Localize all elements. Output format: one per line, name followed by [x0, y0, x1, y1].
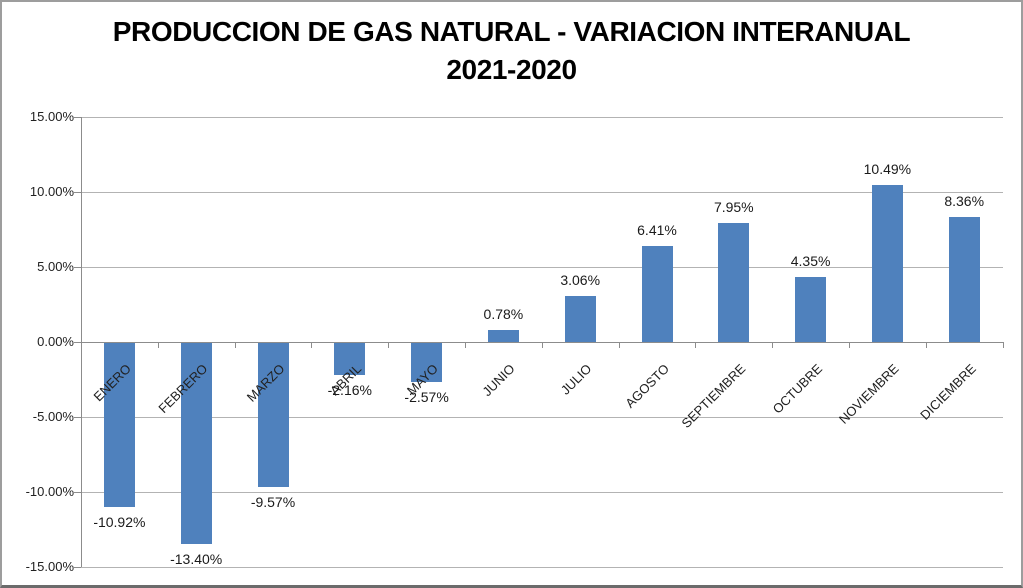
- chart-title-line1: PRODUCCION DE GAS NATURAL - VARIACION IN…: [112, 16, 911, 47]
- y-tick-mark: [74, 342, 81, 343]
- value-label: 7.95%: [713, 198, 754, 215]
- x-tick-mark: [695, 342, 697, 348]
- bar: [871, 184, 903, 342]
- bar: [718, 222, 750, 342]
- category-label: AGOSTO: [621, 361, 672, 411]
- y-tick-mark: [74, 492, 81, 493]
- value-label: 3.06%: [560, 272, 601, 289]
- y-tick-label: 15.00%: [29, 109, 74, 124]
- y-tick-mark: [74, 192, 81, 193]
- x-tick-mark: [465, 342, 466, 348]
- gridline: [81, 192, 1003, 193]
- chart-title: PRODUCCION DE GAS NATURAL - VARIACION IN…: [0, 13, 1023, 89]
- x-tick-mark: [157, 342, 159, 348]
- gridline: [81, 567, 1003, 568]
- y-tick-label: 10.00%: [29, 184, 74, 199]
- value-label: -10.92%: [93, 513, 146, 530]
- value-label: 0.78%: [483, 306, 524, 323]
- x-tick-mark: [849, 342, 850, 348]
- x-tick-mark: [234, 342, 236, 348]
- y-tick-mark: [74, 567, 81, 568]
- category-label: OCTUBRE: [769, 361, 826, 417]
- x-tick-mark: [1002, 342, 1004, 348]
- x-tick-mark: [925, 342, 927, 348]
- category-label: SEPTIEMBRE: [678, 361, 749, 431]
- gridline: [81, 492, 1003, 493]
- y-tick-mark: [74, 117, 81, 118]
- value-label: 4.35%: [790, 252, 831, 269]
- gridline: [81, 417, 1003, 418]
- bar: [257, 343, 289, 487]
- bar: [795, 276, 827, 342]
- x-tick-mark: [81, 342, 82, 348]
- x-tick-mark: [311, 342, 313, 348]
- bar: [487, 330, 519, 342]
- value-label: 10.49%: [863, 160, 912, 177]
- bar: [103, 343, 135, 507]
- bar: [180, 343, 212, 544]
- category-label: JUNIO: [479, 361, 519, 400]
- bar: [334, 343, 366, 376]
- value-label: 6.41%: [637, 221, 677, 238]
- bar: [564, 296, 596, 342]
- value-label: -9.57%: [250, 493, 296, 510]
- bar: [641, 245, 673, 342]
- value-label: -2.57%: [404, 388, 449, 405]
- x-tick-mark: [388, 342, 390, 348]
- bar: [948, 216, 980, 342]
- value-label: 8.36%: [944, 192, 985, 209]
- category-label: DICIEMBRE: [917, 361, 979, 423]
- x-tick-mark: [772, 342, 774, 348]
- y-tick-label: 0.00%: [37, 334, 74, 349]
- y-tick-label: -15.00%: [25, 559, 74, 574]
- bar: [411, 343, 443, 382]
- gridline: [81, 117, 1003, 118]
- value-label: -13.40%: [170, 551, 223, 567]
- y-tick-label: 5.00%: [37, 259, 74, 274]
- y-tick-label: -5.00%: [32, 409, 74, 424]
- x-tick-mark: [618, 342, 620, 348]
- x-tick-mark: [541, 342, 543, 348]
- y-tick-mark: [74, 267, 81, 268]
- chart-title-line2: 2021-2020: [446, 54, 577, 85]
- gridline: [81, 267, 1003, 268]
- value-label: -2.16%: [327, 382, 372, 399]
- y-tick-label: -10.00%: [25, 484, 74, 499]
- category-label: JULIO: [558, 361, 595, 398]
- y-tick-mark: [74, 417, 81, 418]
